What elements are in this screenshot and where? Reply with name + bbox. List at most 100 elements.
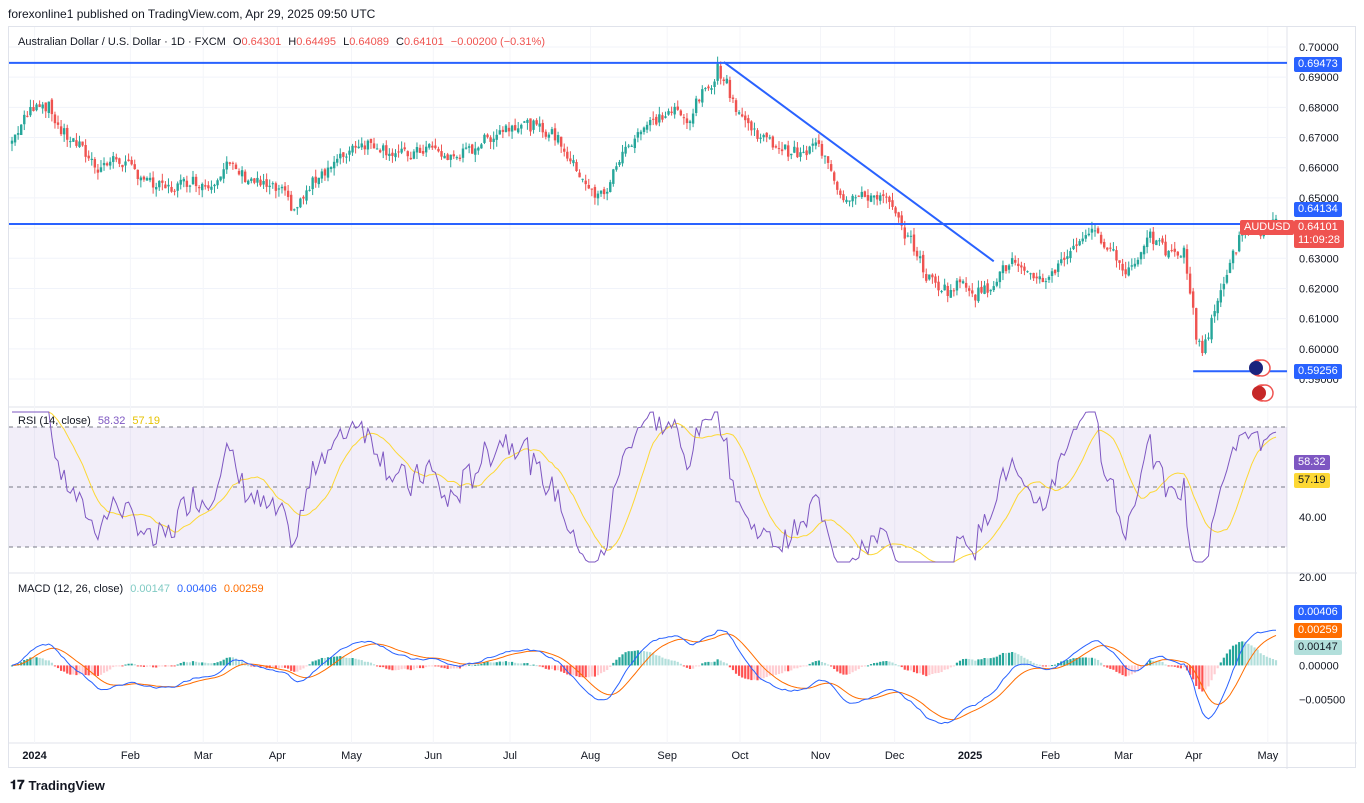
candle-body <box>90 158 93 160</box>
candle-body <box>1167 250 1170 258</box>
candle-body <box>768 137 771 139</box>
macd-histogram-bar <box>112 665 115 668</box>
chart-svg[interactable]: 0.70000 0.69000 0.68000 0.67000 0.66000 0.650… <box>9 27 1357 769</box>
macd-histogram-bar <box>204 662 207 666</box>
time-tick-label: Jun <box>424 750 442 762</box>
time-tick-label: Dec <box>885 750 905 762</box>
candle-body <box>56 122 60 125</box>
candle-body <box>369 138 373 143</box>
candle-body <box>173 190 176 192</box>
candle-body <box>980 286 983 293</box>
macd-histogram-bar <box>1262 655 1265 666</box>
candle-body <box>421 151 425 154</box>
candle-body <box>673 106 676 115</box>
macd-histogram-bar <box>888 661 891 666</box>
candle-body <box>526 119 529 123</box>
hist-axis-label: 0.00147 <box>1294 640 1342 655</box>
candle-body <box>1228 262 1232 273</box>
macd-histogram-bar <box>1001 652 1005 666</box>
candle-body <box>780 149 784 152</box>
candle-body <box>323 169 327 176</box>
macd-histogram-bar <box>685 665 689 668</box>
candle-body <box>391 152 394 156</box>
candle-body <box>744 115 747 121</box>
candle-body <box>1170 250 1173 252</box>
macd-histogram-bar <box>244 663 247 666</box>
macd-histogram-bar <box>198 662 201 666</box>
candle-body <box>943 284 946 291</box>
level-label-mid: 0.64134 <box>1294 202 1342 217</box>
event-flag-icon <box>1252 386 1266 400</box>
candle-body <box>204 185 207 187</box>
macd-histogram-bar <box>29 657 32 666</box>
macd-histogram-bar <box>250 665 253 667</box>
macd-histogram-bar <box>357 659 360 666</box>
candle-body <box>461 148 465 158</box>
candle-body <box>986 283 989 293</box>
macd-histogram-bar <box>106 665 109 672</box>
macd-histogram-bar <box>409 665 412 671</box>
candle-body <box>605 191 609 194</box>
candle-body <box>550 129 554 135</box>
candle-body <box>188 185 192 187</box>
macd-histogram-bar <box>922 665 925 675</box>
candle-body <box>1032 272 1035 279</box>
candle-body <box>507 127 511 132</box>
macd-histogram-bar <box>210 663 213 666</box>
macd-histogram-bar <box>1139 665 1143 669</box>
macd-histogram-bar <box>1265 656 1268 666</box>
macd-histogram-bar <box>796 665 799 669</box>
macd-histogram-bar <box>823 662 827 666</box>
candle-body <box>1096 228 1100 234</box>
macd-histogram-bar <box>391 665 394 671</box>
macd-histogram-bar <box>290 665 293 671</box>
tradingview-footer[interactable]: 𝟏𝟕 TradingView <box>10 777 105 793</box>
macd-histogram-bar <box>931 665 934 675</box>
macd-histogram-bar <box>734 665 738 674</box>
candle-body <box>170 186 173 192</box>
macd-histogram-bar <box>477 664 480 666</box>
candle-body <box>836 181 839 190</box>
chart-frame[interactable]: 0.70000 0.69000 0.68000 0.67000 0.66000 0.650… <box>8 26 1357 769</box>
macd-histogram-bar <box>326 657 330 666</box>
macd-histogram-bar <box>514 662 517 666</box>
macd-histogram-bar <box>311 661 314 666</box>
publisher-caption: forexonline1 published on TradingView.co… <box>8 7 376 21</box>
candle-body <box>553 128 557 141</box>
macd-histogram-bar <box>329 657 333 666</box>
candle-body <box>1078 241 1081 246</box>
macd-histogram-bar <box>965 658 968 666</box>
time-tick-label: May <box>1257 750 1278 762</box>
candle-body <box>860 191 864 198</box>
candle-body <box>311 177 314 190</box>
macd-histogram-bar <box>707 661 710 666</box>
candle-body <box>1130 265 1134 267</box>
macd-histogram-bar <box>645 651 649 666</box>
candle-body <box>602 189 606 195</box>
macd-histogram-bar <box>609 665 612 667</box>
macd-histogram-bar <box>538 665 541 667</box>
macd-histogram-bar <box>314 660 317 666</box>
candle-body <box>713 81 716 88</box>
candle-body <box>790 153 793 156</box>
macd-histogram-bar <box>431 665 434 667</box>
rsi-legend: RSI (14, close) 58.32 57.19 <box>18 415 164 427</box>
macd-histogram-bar <box>366 661 369 666</box>
candle-body <box>53 114 57 124</box>
macd-histogram-bar <box>876 662 879 666</box>
candle-body <box>989 289 992 292</box>
macd-histogram-bar <box>1228 649 1232 666</box>
macd-histogram-bar <box>872 663 876 666</box>
candle-body <box>44 102 47 112</box>
candle-body <box>1047 276 1051 280</box>
candle-body <box>231 162 235 164</box>
macd-histogram-bar <box>400 665 403 670</box>
macd-histogram-bar <box>716 659 719 666</box>
candle-body <box>35 104 38 111</box>
macd-histogram-bar <box>115 665 118 667</box>
macd-histogram-bar <box>1238 642 1241 666</box>
macd-histogram-bar <box>756 665 759 681</box>
candle-body <box>517 128 520 133</box>
macd-histogram-bar <box>188 662 192 666</box>
candle-body <box>992 286 995 291</box>
